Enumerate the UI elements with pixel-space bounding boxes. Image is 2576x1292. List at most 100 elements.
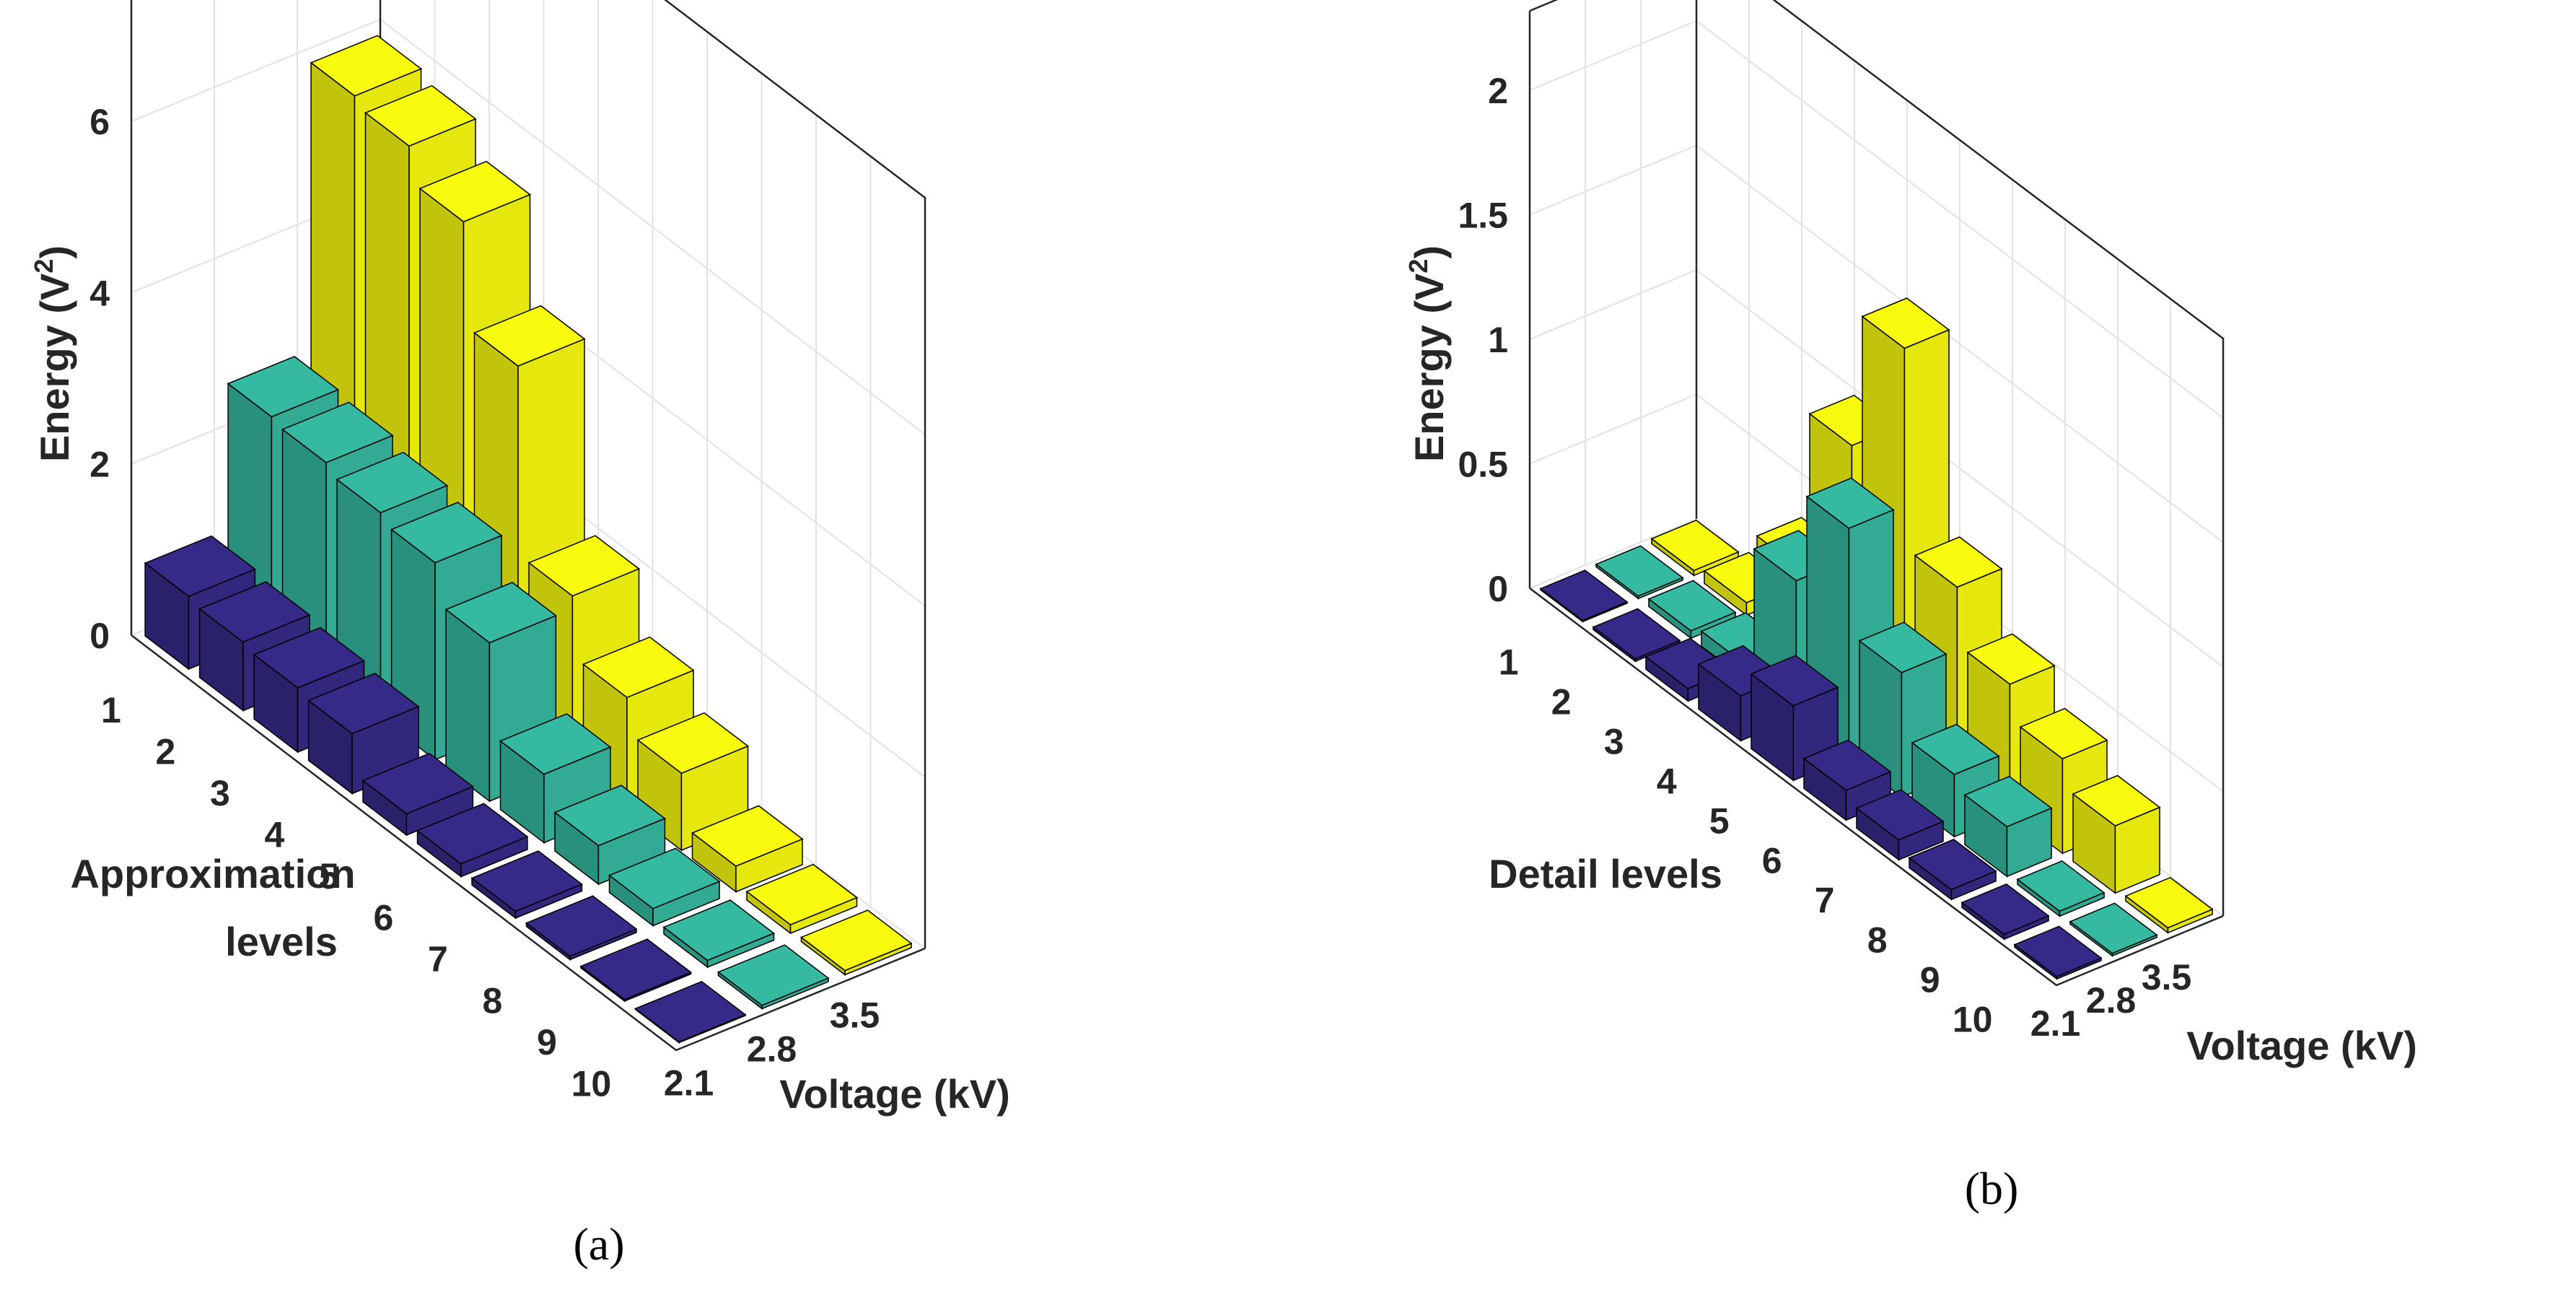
bar-2.1-level-9	[1961, 883, 2050, 940]
bar-face-top	[1966, 633, 2056, 685]
bar-3.5-level-8	[691, 805, 804, 894]
category-axis-label: Detail levels	[1489, 851, 1722, 896]
category-tick-label: 9	[537, 1022, 557, 1062]
bar-face-top	[608, 847, 721, 909]
bars-0	[144, 35, 913, 1044]
bar-face-top	[525, 895, 638, 957]
panel-caption: (b)	[1965, 1163, 2019, 1214]
bar-face-top	[307, 673, 420, 735]
box-top-edge	[664, 0, 926, 948]
bar-face-top	[745, 863, 858, 926]
bar-2.8-level-8	[608, 847, 721, 927]
bar-face-top	[227, 356, 339, 418]
category-tick-label: 5	[319, 856, 339, 896]
z-tick-label: 1	[1488, 320, 1508, 360]
energy-axis-label-sup: 2	[1403, 259, 1433, 274]
category-tick-label: 1	[101, 690, 121, 730]
bar-face-top	[2013, 925, 2103, 977]
floor-axes	[1529, 588, 2224, 987]
energy-axis-label-end: )	[32, 245, 77, 259]
z-tick-label: 4	[89, 273, 110, 313]
bars-1	[1539, 297, 2214, 980]
bar-2.1-level-10	[634, 980, 747, 1044]
bar-face-top	[1647, 580, 1737, 632]
bar-2.1-level-8	[525, 895, 638, 961]
bar-2.8-level-8	[1963, 775, 2053, 878]
bar-face-top	[281, 401, 394, 463]
bar-face-top	[198, 581, 311, 643]
bar-3.5-level-9	[2072, 774, 2161, 894]
bar-face-top	[364, 84, 477, 147]
bar-face-top	[800, 909, 913, 972]
bar-face-top	[1908, 839, 1997, 891]
bar-2.1-level-4	[307, 673, 420, 795]
voltage-tick-label: 2.1	[664, 1063, 714, 1104]
z-tick-label: 6	[89, 102, 110, 142]
bar-2.8-level-7	[553, 785, 666, 886]
z-tick-label: 0	[1488, 569, 1508, 609]
voltage-tick-label: 3.5	[830, 995, 880, 1036]
bar-face-top	[336, 451, 448, 514]
energy-axis-label: Energy (V2)	[29, 245, 77, 462]
bar-face-top	[1858, 621, 1948, 673]
category-tick-label: 7	[428, 939, 448, 979]
energy-axis-label-main: Energy (V	[32, 274, 77, 462]
energy-axis-label-sup: 2	[29, 259, 58, 274]
bar-face-top	[2124, 876, 2214, 929]
voltage-tick-label: 2.1	[2030, 1003, 2081, 1044]
bar-face-top	[1961, 883, 2050, 935]
bar-face-top	[1861, 297, 1950, 349]
energy-axis-label-end: )	[1406, 245, 1452, 259]
bar-2.1-level-1	[1539, 569, 1629, 623]
category-tick-label: 10	[1953, 1000, 1993, 1040]
box-top-edge	[1529, 0, 2225, 916]
category-tick-label: 10	[571, 1063, 612, 1104]
bar-face-top	[2069, 902, 2158, 954]
category-tick-label: 6	[373, 897, 393, 938]
category-tick-label: 2	[1551, 682, 1572, 723]
energy-axis-label: Energy (V2)	[1403, 245, 1452, 462]
bar-face-top	[1539, 569, 1629, 621]
bar-2.1-level-7	[470, 850, 583, 920]
voltage-axis-label: Voltage (kV)	[2186, 1023, 2417, 1068]
bar-face-top	[473, 305, 586, 367]
bar-face-top	[390, 502, 503, 564]
bar-face-top	[310, 35, 422, 97]
voltage-tick-label: 3.5	[2142, 957, 2192, 998]
bar-face-top	[1963, 775, 2053, 828]
bar-face-top	[1650, 519, 1740, 572]
bar-face-top	[662, 899, 775, 961]
bar-face-top	[553, 785, 666, 847]
category-tick-label: 5	[1709, 801, 1730, 842]
bar-2.1-level-10	[2013, 925, 2103, 980]
z-tick-label: 2	[89, 445, 110, 485]
bar-face-top	[2072, 774, 2161, 826]
category-tick-label: 8	[482, 980, 502, 1021]
bar-2.1-level-6	[416, 803, 529, 878]
bar-2.8-level-9	[662, 899, 775, 969]
bar-face-top	[691, 805, 804, 867]
z-tick-label: 0	[89, 616, 110, 656]
bar-face-top	[1855, 789, 1945, 841]
z-tick-label: 1.5	[1458, 196, 1508, 236]
bar-2.1-level-9	[579, 938, 692, 1003]
bar-2.8-level-1	[1595, 545, 1684, 600]
z-tick-label: 2	[1488, 71, 1508, 111]
voltage-tick-label: 2.8	[747, 1029, 797, 1070]
energy-axis-label-main: Energy (V	[1406, 274, 1452, 462]
category-tick-label: 3	[210, 773, 230, 813]
bar-face-top	[1911, 723, 2000, 775]
bar-face-top	[527, 535, 640, 597]
category-tick-label: 7	[1815, 881, 1835, 921]
category-tick-label: 1	[1499, 642, 1519, 683]
bar-face-top	[416, 803, 529, 865]
bar-2.1-level-5	[1750, 655, 1839, 782]
voltage-axis-label: Voltage (kV)	[779, 1071, 1009, 1117]
category-tick-label: 2	[155, 731, 175, 772]
bar-face-top	[419, 160, 531, 223]
bar-3.5-level-10	[2124, 876, 2214, 934]
category-tick-label: 4	[264, 814, 284, 855]
